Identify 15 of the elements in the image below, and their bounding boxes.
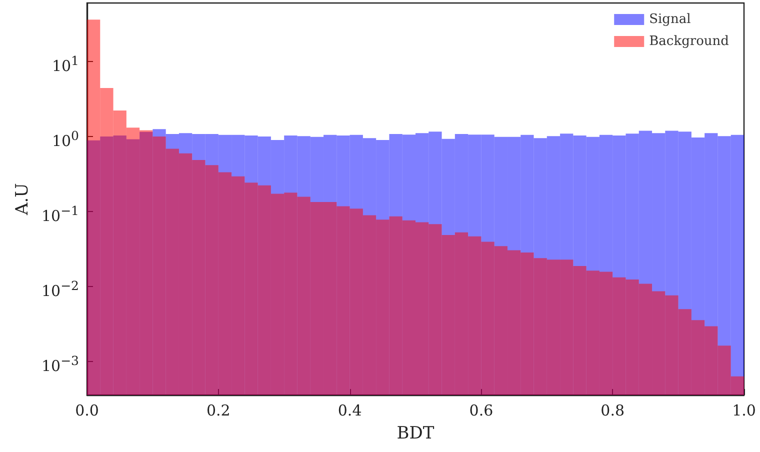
- x-tick-label: 0.0: [75, 402, 99, 420]
- x-tick-label: 1.0: [732, 402, 756, 420]
- legend-label: Background: [649, 34, 730, 49]
- y-tick-label: 10$^{−2}$: [41, 276, 79, 301]
- legend-label: Signal: [649, 12, 691, 27]
- y-tick-label: 10$^{−3}$: [41, 352, 79, 376]
- y-axis-title: A.U: [12, 182, 32, 216]
- y-tick-label: 10$^{−1}$: [41, 202, 79, 226]
- y-tick-label: 10$^{0}$: [52, 127, 79, 152]
- x-tick-label: 0.4: [338, 402, 362, 420]
- x-tick-label: 0.2: [206, 402, 230, 420]
- x-axis-title: BDT: [396, 424, 435, 444]
- y-tick-label: 10$^{1}$: [52, 52, 79, 76]
- x-tick-label: 0.6: [469, 402, 494, 420]
- x-tick-label: 0.8: [600, 402, 625, 420]
